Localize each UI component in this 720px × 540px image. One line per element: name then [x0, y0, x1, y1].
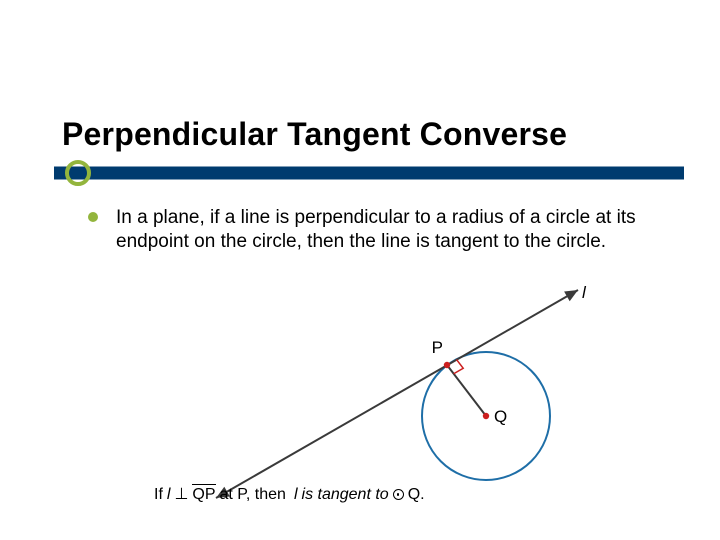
cap-Q: Q. — [408, 486, 425, 504]
bullet-icon — [88, 212, 98, 222]
cap-l2: l — [294, 486, 298, 504]
svg-text:l: l — [582, 283, 587, 302]
slide-title: Perpendicular Tangent Converse — [62, 116, 662, 153]
circle-symbol-icon — [393, 489, 404, 500]
svg-text:Q: Q — [494, 407, 507, 426]
cap-mid2: is tangent to — [302, 486, 389, 504]
title-block: Perpendicular Tangent Converse — [62, 116, 662, 153]
cap-if: If — [154, 486, 163, 504]
cap-perp: ⊥ — [174, 484, 188, 504]
cap-mid1: at P, then — [220, 486, 286, 504]
bullet-row: In a plane, if a line is perpendicular t… — [88, 206, 658, 255]
svg-text:P: P — [432, 338, 443, 357]
title-underline — [14, 160, 684, 186]
cap-seg-text: QP — [192, 486, 215, 503]
bullet-text: In a plane, if a line is perpendicular t… — [116, 206, 658, 255]
cap-l1: l — [167, 486, 171, 504]
diagram-caption: If l ⊥ QP at P, then l is tangent to Q. — [154, 484, 425, 504]
cap-seg: QP — [192, 486, 215, 504]
slide: Perpendicular Tangent Converse In a plan… — [0, 0, 720, 540]
